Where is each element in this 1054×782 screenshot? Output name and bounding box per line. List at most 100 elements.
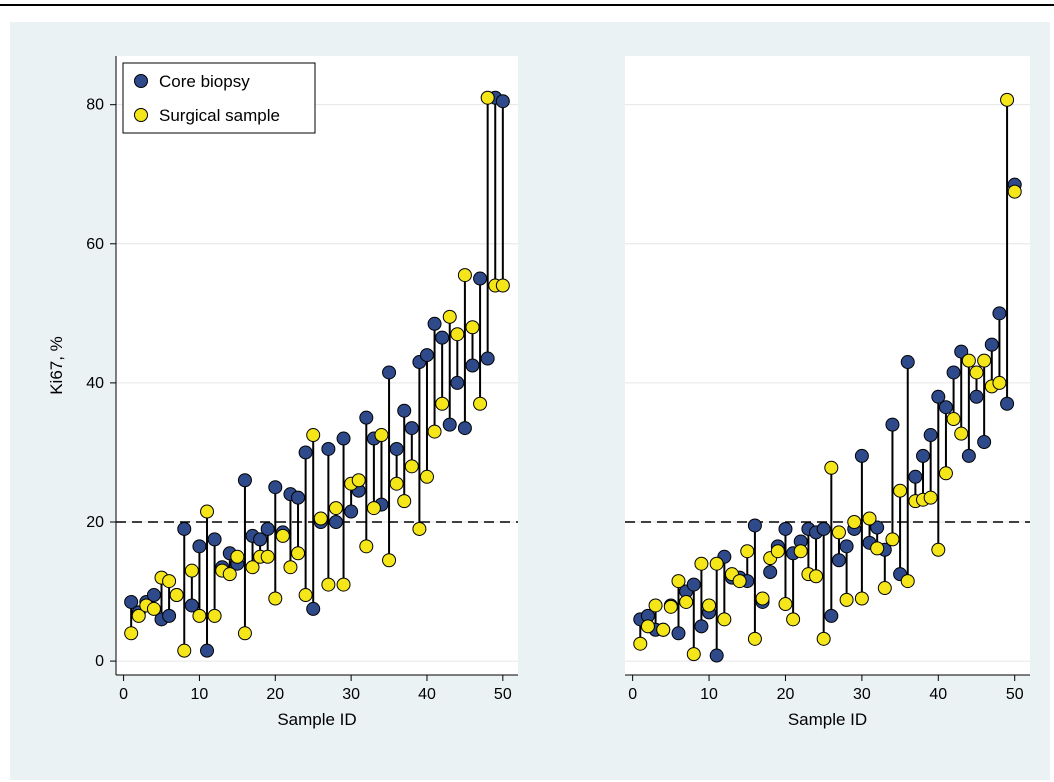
panel1-surgical-sample-point xyxy=(237,626,252,641)
panel1-y-tick-label: 0 xyxy=(95,653,104,670)
panel1-surgical-sample-point xyxy=(450,327,465,342)
panel2-surgical-sample-point xyxy=(770,544,785,559)
panel1-core-biopsy-point xyxy=(200,643,215,658)
panel2-surgical-sample-point xyxy=(1007,184,1022,199)
panel1-core-biopsy-point xyxy=(192,539,207,554)
panel2-surgical-sample-point xyxy=(961,353,976,368)
panel1-core-biopsy-point xyxy=(291,490,306,505)
panel2-surgical-sample-point xyxy=(893,483,908,498)
panel2-core-biopsy-point xyxy=(946,365,961,380)
panel1-surgical-sample-point xyxy=(207,608,222,623)
panel1-surgical-sample-point xyxy=(328,501,343,516)
legend-label-core-biopsy: Core biopsy xyxy=(159,72,250,91)
panel1-surgical-sample-point xyxy=(283,560,298,575)
panel1-surgical-sample-point xyxy=(162,574,177,589)
panel2-core-biopsy-point xyxy=(709,648,724,663)
panel2-surgical-sample-point xyxy=(717,612,732,627)
panel2-core-biopsy-point xyxy=(778,521,793,536)
panel2-x-tick-label: 0 xyxy=(628,686,637,703)
panel2-x-tick-label: 20 xyxy=(777,686,795,703)
panel2-surgical-sample-point xyxy=(1000,92,1015,107)
legend-box xyxy=(122,62,316,134)
panel2-core-biopsy-point xyxy=(824,608,839,623)
panel2-surgical-sample-point xyxy=(679,594,694,609)
panel1-x-tick-label: 10 xyxy=(191,686,209,703)
panel2-core-biopsy-point xyxy=(870,520,885,535)
panel1-y-tick-label: 20 xyxy=(86,514,104,531)
panel2-core-biopsy-point xyxy=(900,355,915,370)
panel1-core-biopsy-point xyxy=(306,601,321,616)
panel1-surgical-sample-point xyxy=(495,278,510,293)
panel1-core-biopsy-point xyxy=(268,480,283,495)
panel1-surgical-sample-point xyxy=(465,320,480,335)
panel1-surgical-sample-point xyxy=(275,528,290,543)
panel1-core-biopsy-point xyxy=(162,608,177,623)
panel2-surgical-sample-point xyxy=(931,542,946,557)
panel1-core-biopsy-point xyxy=(124,594,139,609)
panel1-surgical-sample-point xyxy=(351,473,366,488)
panel2-core-biopsy-point xyxy=(969,389,984,404)
panel2-surgical-sample-point xyxy=(992,375,1007,390)
panel1-surgical-sample-point xyxy=(404,459,419,474)
panel1-surgical-sample-point xyxy=(336,577,351,592)
panel2-core-biopsy-point xyxy=(885,417,900,432)
panel2-core-biopsy-point xyxy=(916,448,931,463)
panel2-core-biopsy-point xyxy=(671,626,686,641)
panel1-core-biopsy-point xyxy=(389,441,404,456)
panel1-core-biopsy-point xyxy=(177,521,192,536)
panel1-core-biopsy-point xyxy=(298,445,313,460)
panel1-surgical-sample-point xyxy=(298,588,313,603)
panel1-surgical-sample-point xyxy=(124,626,139,641)
panel2-core-biopsy-point xyxy=(908,469,923,484)
panel2-surgical-sample-point xyxy=(648,598,663,613)
legend-label-surgical-sample: Surgical sample xyxy=(159,106,280,125)
panel1-core-biopsy-point xyxy=(237,473,252,488)
panel2-core-biopsy-point xyxy=(977,435,992,450)
panel2-surgical-sample-point xyxy=(900,574,915,589)
panel2-surgical-sample-point xyxy=(816,631,831,646)
panel1-core-biopsy-point xyxy=(184,598,199,613)
panel1-surgical-sample-point xyxy=(313,511,328,526)
panel2-core-biopsy-point xyxy=(839,539,854,554)
panel2-core-biopsy-point xyxy=(831,553,846,568)
panel2-surgical-sample-point xyxy=(877,581,892,596)
panel2-core-biopsy-point xyxy=(686,577,701,592)
panel1-surgical-sample-point xyxy=(480,90,495,105)
panel1-surgical-sample-point xyxy=(427,424,442,439)
panel2-surgical-sample-point xyxy=(938,466,953,481)
panel2-core-biopsy-point xyxy=(992,306,1007,321)
panel2-surgical-sample-point xyxy=(923,490,938,505)
panel2-surgical-sample-point xyxy=(778,597,793,612)
panel1-core-biopsy-point xyxy=(336,431,351,446)
panel2-surgical-sample-point xyxy=(663,599,678,614)
panel1-core-biopsy-point xyxy=(146,588,161,603)
panel2-core-biopsy-point xyxy=(923,428,938,443)
panel2-surgical-sample-point xyxy=(870,541,885,556)
panel2-surgical-sample-point xyxy=(862,511,877,526)
panel2-surgical-sample-point xyxy=(702,598,717,613)
panel1-y-tick-label: 40 xyxy=(86,375,104,392)
panel1-core-biopsy-point xyxy=(328,514,343,529)
panel2-surgical-sample-point xyxy=(885,532,900,547)
panel1-surgical-sample-point xyxy=(268,591,283,606)
panel1-core-biopsy-point xyxy=(382,365,397,380)
panel2-core-biopsy-point xyxy=(931,389,946,404)
panel2-surgical-sample-point xyxy=(831,525,846,540)
panel1-surgical-sample-point xyxy=(374,428,389,443)
panel1-plot-area xyxy=(116,56,518,675)
panel1-core-biopsy-point xyxy=(480,351,495,366)
panel2-x-tick-label: 40 xyxy=(929,686,947,703)
panel2-surgical-sample-point xyxy=(847,514,862,529)
panel1-surgical-sample-point xyxy=(306,428,321,443)
panel2-core-biopsy-point xyxy=(1000,396,1015,411)
panel1-core-biopsy-point xyxy=(435,330,450,345)
panel1-core-biopsy-point xyxy=(457,421,472,436)
panel1-core-biopsy-point xyxy=(260,521,275,536)
panel1-x-tick-label: 0 xyxy=(119,686,128,703)
panel1-surgical-sample-point xyxy=(382,553,397,568)
panel1-x-axis-label: Sample ID xyxy=(277,710,356,729)
panel1-y-axis-label: Ki67, % xyxy=(47,336,66,395)
panel2-surgical-sample-point xyxy=(954,426,969,441)
